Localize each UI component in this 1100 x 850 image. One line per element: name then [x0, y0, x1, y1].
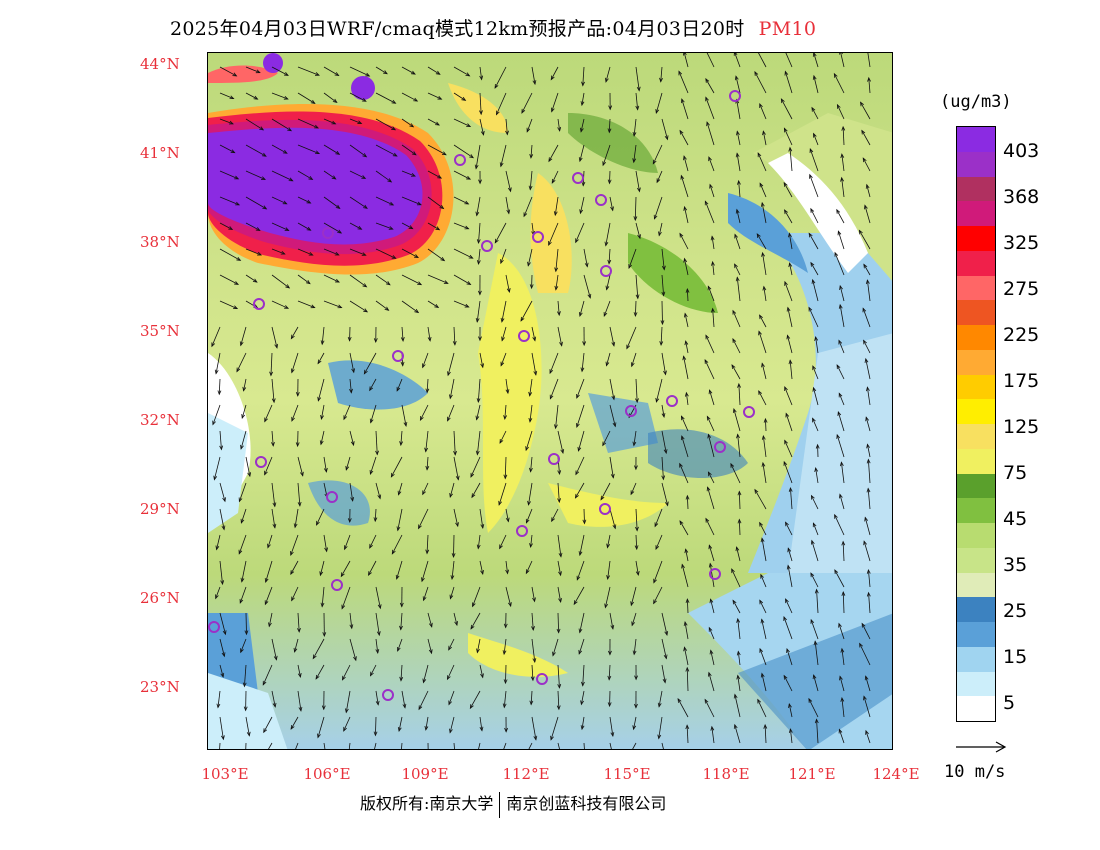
colorbar-swatch: [957, 646, 995, 672]
pm10-map: [207, 52, 893, 750]
lat-label: 44°N: [140, 55, 180, 73]
colorbar-swatch: [957, 349, 995, 375]
colorbar-swatch: [957, 572, 995, 598]
copyright-right: 南京创蓝科技有限公司: [506, 794, 667, 813]
lon-label: 121°E: [788, 765, 836, 783]
colorbar-swatch: [957, 201, 995, 226]
colorbar-swatch: [957, 696, 995, 721]
colorbar-swatch: [957, 547, 995, 573]
colorbar-swatch: [957, 597, 995, 622]
colorbar-tick-label: 125: [1003, 416, 1040, 438]
copyright-left: 版权所有:南京大学: [360, 794, 494, 813]
chart-title: 2025年04月03日WRF/cmaq模式12km预报产品:04月03日20时 P…: [170, 14, 816, 41]
colorbar-swatch: [957, 399, 995, 424]
lon-label: 103°E: [201, 765, 249, 783]
colorbar-swatch: [957, 226, 995, 251]
title-main: 2025年04月03日WRF/cmaq模式12km预报产品:04月03日20时: [170, 18, 745, 40]
colorbar-tick-label: 225: [1003, 324, 1040, 346]
colorbar-swatch: [957, 127, 995, 152]
lat-label: 32°N: [140, 411, 180, 429]
wind-scale-label: 10 m/s: [944, 762, 1006, 782]
colorbar-tick-label: 25: [1003, 600, 1028, 622]
colorbar-swatch: [957, 424, 995, 449]
colorbar-swatch: [957, 176, 995, 202]
lon-label: 109°E: [401, 765, 449, 783]
colorbar-tick-label: 368: [1003, 186, 1040, 208]
colorbar-swatch: [957, 374, 995, 400]
colorbar-tick-label: 45: [1003, 508, 1028, 530]
colorbar-tick-label: 5: [1003, 692, 1016, 714]
lon-label: 112°E: [502, 765, 550, 783]
colorbar-swatch: [957, 151, 995, 177]
colorbar-unit: (ug/m3): [940, 92, 1012, 112]
lon-label: 106°E: [303, 765, 351, 783]
lat-label: 38°N: [140, 233, 180, 251]
colorbar-tick-label: 35: [1003, 554, 1028, 576]
copyright: 版权所有:南京大学 南京创蓝科技有限公司: [360, 790, 666, 818]
colorbar-swatch: [957, 671, 995, 697]
title-pollutant: PM10: [758, 18, 817, 40]
lat-label: 23°N: [140, 678, 180, 696]
colorbar-swatch: [957, 523, 995, 548]
city-markers: [208, 90, 755, 701]
colorbar-swatch: [957, 622, 995, 647]
colorbar: [956, 126, 996, 722]
colorbar-tick-label: 403: [1003, 140, 1040, 162]
lon-label: 115°E: [603, 765, 651, 783]
lon-label: 118°E: [702, 765, 750, 783]
colorbar-swatch: [957, 300, 995, 325]
lat-label: 29°N: [140, 500, 180, 518]
wind-vectors: [211, 53, 871, 749]
colorbar-tick-label: 175: [1003, 370, 1040, 392]
wind-scale-arrow-icon: [956, 741, 1007, 753]
divider: [499, 791, 501, 818]
colorbar-swatch: [957, 250, 995, 276]
colorbar-swatch: [957, 473, 995, 499]
colorbar-tick-label: 15: [1003, 646, 1028, 668]
lon-label: 124°E: [872, 765, 920, 783]
lat-label: 41°N: [140, 144, 180, 162]
colorbar-swatch: [957, 275, 995, 301]
colorbar-swatch: [957, 448, 995, 474]
lat-label: 26°N: [140, 589, 180, 607]
colorbar-tick-label: 75: [1003, 462, 1028, 484]
colorbar-tick-label: 325: [1003, 232, 1040, 254]
lat-label: 35°N: [140, 322, 180, 340]
colorbar-swatch: [957, 498, 995, 523]
colorbar-swatch: [957, 325, 995, 350]
colorbar-tick-label: 275: [1003, 278, 1040, 300]
